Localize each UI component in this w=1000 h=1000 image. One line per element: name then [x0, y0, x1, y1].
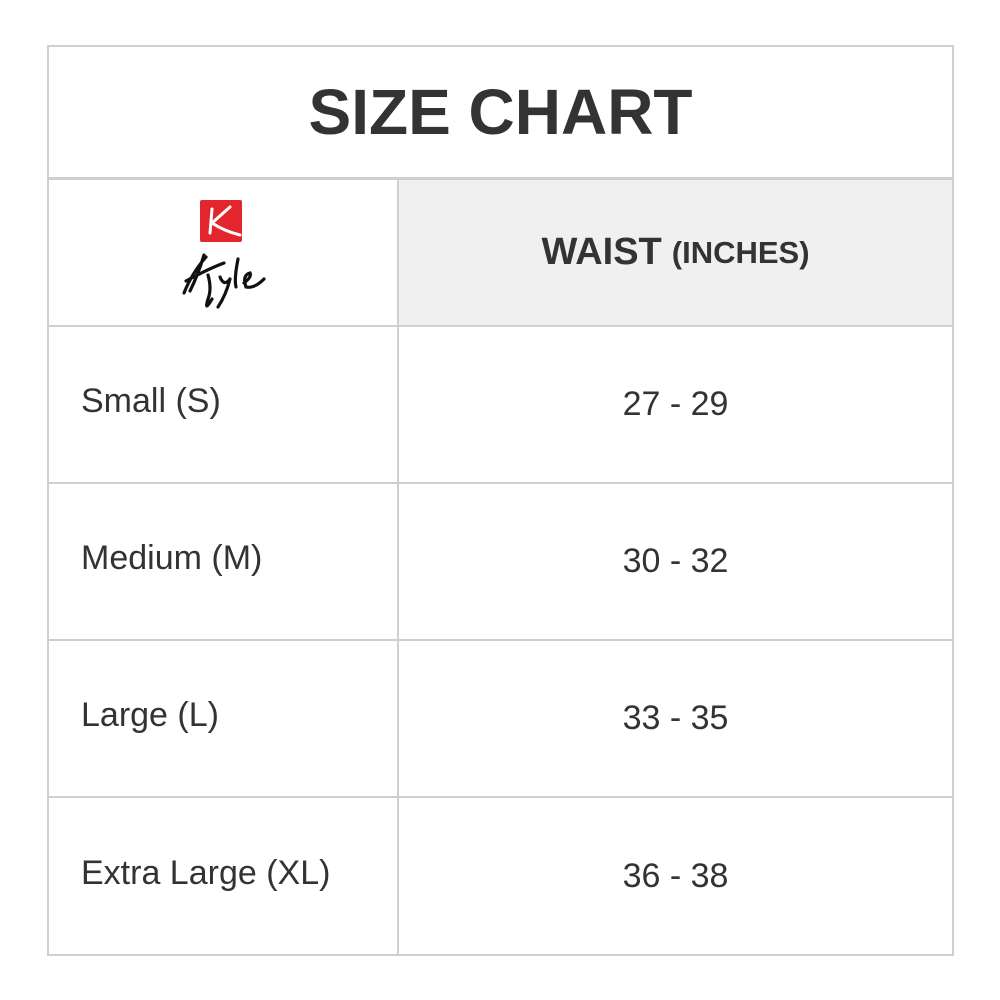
size-cell: Small (S): [49, 327, 399, 482]
table-row: Medium (M) 30 - 32: [49, 484, 952, 641]
size-cell: Extra Large (XL): [49, 798, 399, 955]
header-row: WAIST (INCHES): [49, 180, 952, 327]
waist-header: WAIST (INCHES): [399, 180, 952, 325]
size-cell: Medium (M): [49, 484, 399, 639]
brand-logo-cell: [49, 180, 399, 325]
waist-cell: 36 - 38: [622, 857, 729, 895]
kyle-logo: [182, 200, 266, 309]
chart-title: SIZE CHART: [49, 47, 952, 180]
table-row: Small (S) 27 - 29: [49, 327, 952, 484]
waist-cell: 30 - 32: [622, 542, 729, 580]
waist-cell: 33 - 35: [622, 699, 729, 737]
table-row: Extra Large (XL) 36 - 38: [49, 798, 952, 955]
waist-unit: (INCHES): [671, 234, 810, 270]
waist-label: WAIST: [541, 231, 662, 273]
size-cell: Large (L): [49, 641, 399, 796]
table-row: Large (L) 33 - 35: [49, 641, 952, 798]
size-chart: SIZE CHART WAIST (INCHES) Small (S) 27 -…: [47, 45, 954, 956]
waist-cell: 27 - 29: [622, 385, 729, 423]
